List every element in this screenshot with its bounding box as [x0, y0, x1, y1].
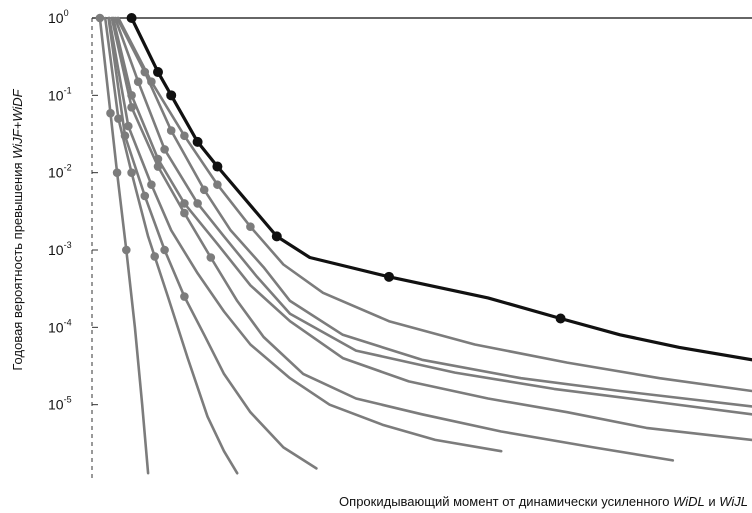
series-highlight [126, 13, 752, 362]
series-marker [199, 185, 209, 195]
series-marker [127, 168, 136, 177]
series-marker [150, 252, 159, 261]
series-7 [113, 16, 752, 416]
series-marker [180, 199, 189, 208]
series-marker [384, 271, 394, 282]
y-tick-label: 10-1 [48, 85, 72, 103]
y-tick-label: 10-3 [48, 240, 72, 258]
series-marker [180, 208, 189, 218]
series-marker [166, 126, 176, 135]
series-line [130, 16, 752, 362]
series-marker [95, 13, 105, 23]
y-axis-label: Годовая вероятность превышения WiJF+WiDF [10, 88, 25, 370]
series-marker [147, 77, 156, 87]
series-marker [126, 13, 137, 23]
series-marker [133, 77, 143, 87]
series-marker [112, 168, 122, 177]
series-marker [206, 253, 216, 262]
series-marker [213, 180, 222, 189]
series-9 [117, 16, 752, 393]
series-3 [107, 16, 318, 470]
series-marker [192, 136, 203, 147]
y-axis-ticks: 100 10-1 10-2 10-3 10-4 10-5 [48, 8, 98, 413]
series-marker [120, 131, 130, 141]
series-6 [111, 16, 752, 442]
series-marker [246, 222, 255, 232]
y-tick-label: 10-4 [48, 317, 72, 335]
series-layer [95, 13, 752, 475]
series-marker [140, 191, 150, 201]
series-marker [212, 161, 223, 172]
series-marker [153, 154, 163, 164]
y-tick-label: 10-5 [48, 395, 72, 413]
series-marker [160, 245, 169, 255]
series-marker [193, 199, 202, 208]
series-marker [106, 108, 115, 118]
series-4 [107, 16, 503, 453]
series-marker [166, 90, 177, 101]
series-marker [124, 121, 133, 131]
series-marker [555, 313, 566, 324]
y-tick-label: 10-2 [48, 163, 72, 181]
series-marker [180, 292, 189, 301]
series-marker [153, 67, 163, 78]
series-marker [160, 145, 169, 154]
series-line [117, 16, 752, 393]
series-marker [271, 231, 282, 242]
series-marker [127, 91, 136, 100]
series-marker [147, 180, 156, 189]
series-1 [95, 13, 150, 475]
y-tick-label: 100 [48, 8, 69, 26]
series-marker [122, 245, 131, 255]
series-line [113, 16, 752, 416]
x-axis-label: Опрокидывающий момент от динамически уси… [339, 494, 748, 509]
plot-area: 100 10-1 10-2 10-3 10-4 10-5 [48, 8, 752, 482]
series-line [115, 16, 752, 408]
series-line [107, 16, 318, 470]
series-line [107, 16, 503, 453]
series-marker [180, 131, 189, 141]
